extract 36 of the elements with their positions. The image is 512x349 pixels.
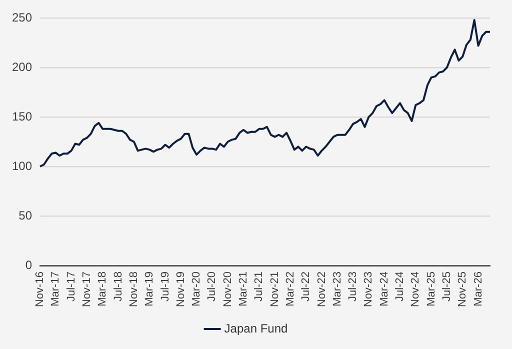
x-tick-label: Mar-20 [190,272,203,306]
x-tick-label: Nov-21 [268,272,281,308]
y-tick-label: 250 [12,10,32,24]
x-tick-label: Jul-23 [347,272,360,302]
x-tick-label: Nov-17 [81,272,94,308]
x-tick-label: Jul-21 [253,272,266,302]
x-tick-label: Mar-17 [50,272,62,306]
x-tick-label: Mar-26 [472,272,484,306]
x-tick-label: Mar-19 [144,272,156,306]
x-tick-label: Jul-20 [206,272,218,302]
x-tick-label: Jul-25 [440,272,453,302]
x-tick-label: Jul-19 [159,272,172,302]
x-tick-label: Mar-21 [238,272,250,306]
legend-label: Japan Fund [224,321,288,336]
x-tick-label: Jul-18 [112,272,124,302]
x-tick-label: Mar-25 [425,272,438,306]
x-tick-label: Mar-22 [284,272,296,306]
x-tick-label: Nov-16 [34,272,46,308]
x-tick-label: Nov-19 [174,272,187,308]
x-tick-label: Mar-24 [378,272,390,306]
x-tick-label: Mar-18 [96,272,109,306]
x-tick-label: Nov-20 [222,272,234,308]
x-tick-label: Jul-24 [394,272,406,302]
y-tick-label: 150 [12,109,32,124]
x-tick-label: Mar-23 [331,272,344,306]
x-tick-label: Nov-22 [316,272,328,308]
y-tick-label: 100 [12,158,32,173]
y-tick-label: 0 [25,258,32,272]
x-tick-label: Jul-17 [65,272,78,302]
x-tick-label: Jul-22 [300,272,312,302]
x-tick-label: Nov-24 [410,272,422,308]
x-tick-label: Nov-25 [456,272,469,308]
x-tick-label: Nov-23 [362,272,375,308]
x-tick-label: Nov-18 [128,272,140,308]
y-tick-label: 50 [18,208,32,222]
y-tick-label: 200 [12,60,32,74]
